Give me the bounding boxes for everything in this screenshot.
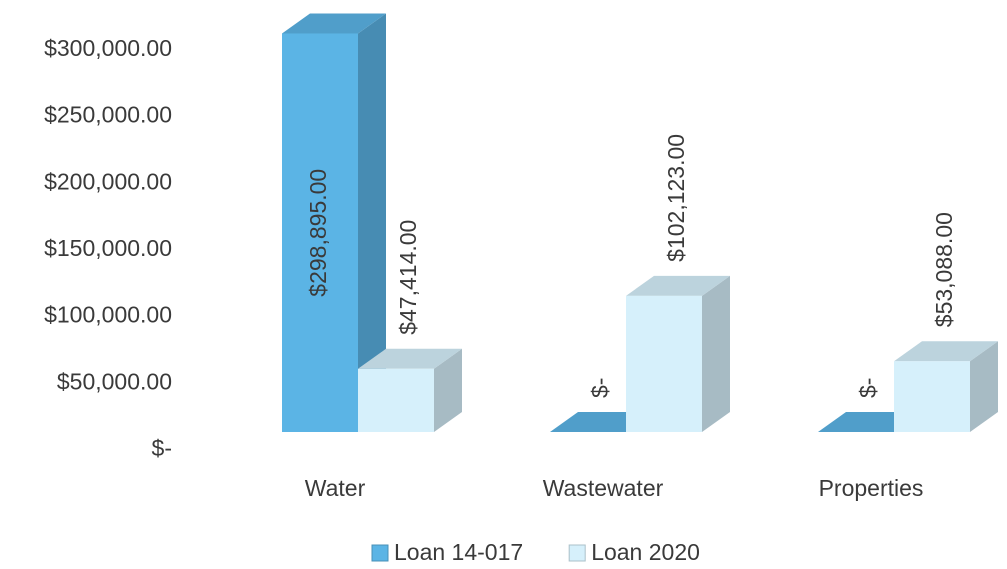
y-tick-label: $200,000.00 bbox=[44, 168, 172, 194]
y-tick-label: $250,000.00 bbox=[44, 102, 172, 128]
bar bbox=[358, 368, 434, 432]
bar bbox=[282, 33, 358, 433]
bar-top bbox=[894, 341, 998, 362]
legend-label: Loan 2020 bbox=[591, 539, 700, 565]
y-tick-label: $- bbox=[152, 435, 172, 461]
bar bbox=[894, 361, 970, 432]
data-label: $102,123.00 bbox=[663, 134, 689, 262]
bar-top bbox=[358, 348, 462, 369]
bar bbox=[626, 295, 702, 432]
legend-label: Loan 14-017 bbox=[394, 539, 523, 565]
x-tick-label: Water bbox=[305, 475, 366, 501]
y-tick-label: $300,000.00 bbox=[44, 35, 172, 61]
y-tick-label: $50,000.00 bbox=[57, 368, 172, 394]
bar-side bbox=[970, 341, 998, 432]
legend-swatch bbox=[568, 544, 586, 562]
y-tick-label: $150,000.00 bbox=[44, 235, 172, 261]
y-tick-label: $100,000.00 bbox=[44, 302, 172, 328]
bar-side bbox=[702, 275, 730, 432]
bar-top bbox=[626, 275, 730, 296]
bar-side bbox=[434, 348, 462, 432]
data-label: $53,088.00 bbox=[931, 212, 957, 327]
x-tick-label: Properties bbox=[819, 475, 924, 501]
bar-side bbox=[358, 13, 386, 433]
data-label: $47,414.00 bbox=[395, 220, 421, 335]
bar-top bbox=[282, 13, 386, 34]
legend-swatch bbox=[371, 544, 389, 562]
data-label: $298,895.00 bbox=[305, 169, 331, 297]
data-label: $- bbox=[855, 378, 881, 398]
x-tick-label: Wastewater bbox=[543, 475, 664, 501]
data-label: $- bbox=[587, 378, 613, 398]
